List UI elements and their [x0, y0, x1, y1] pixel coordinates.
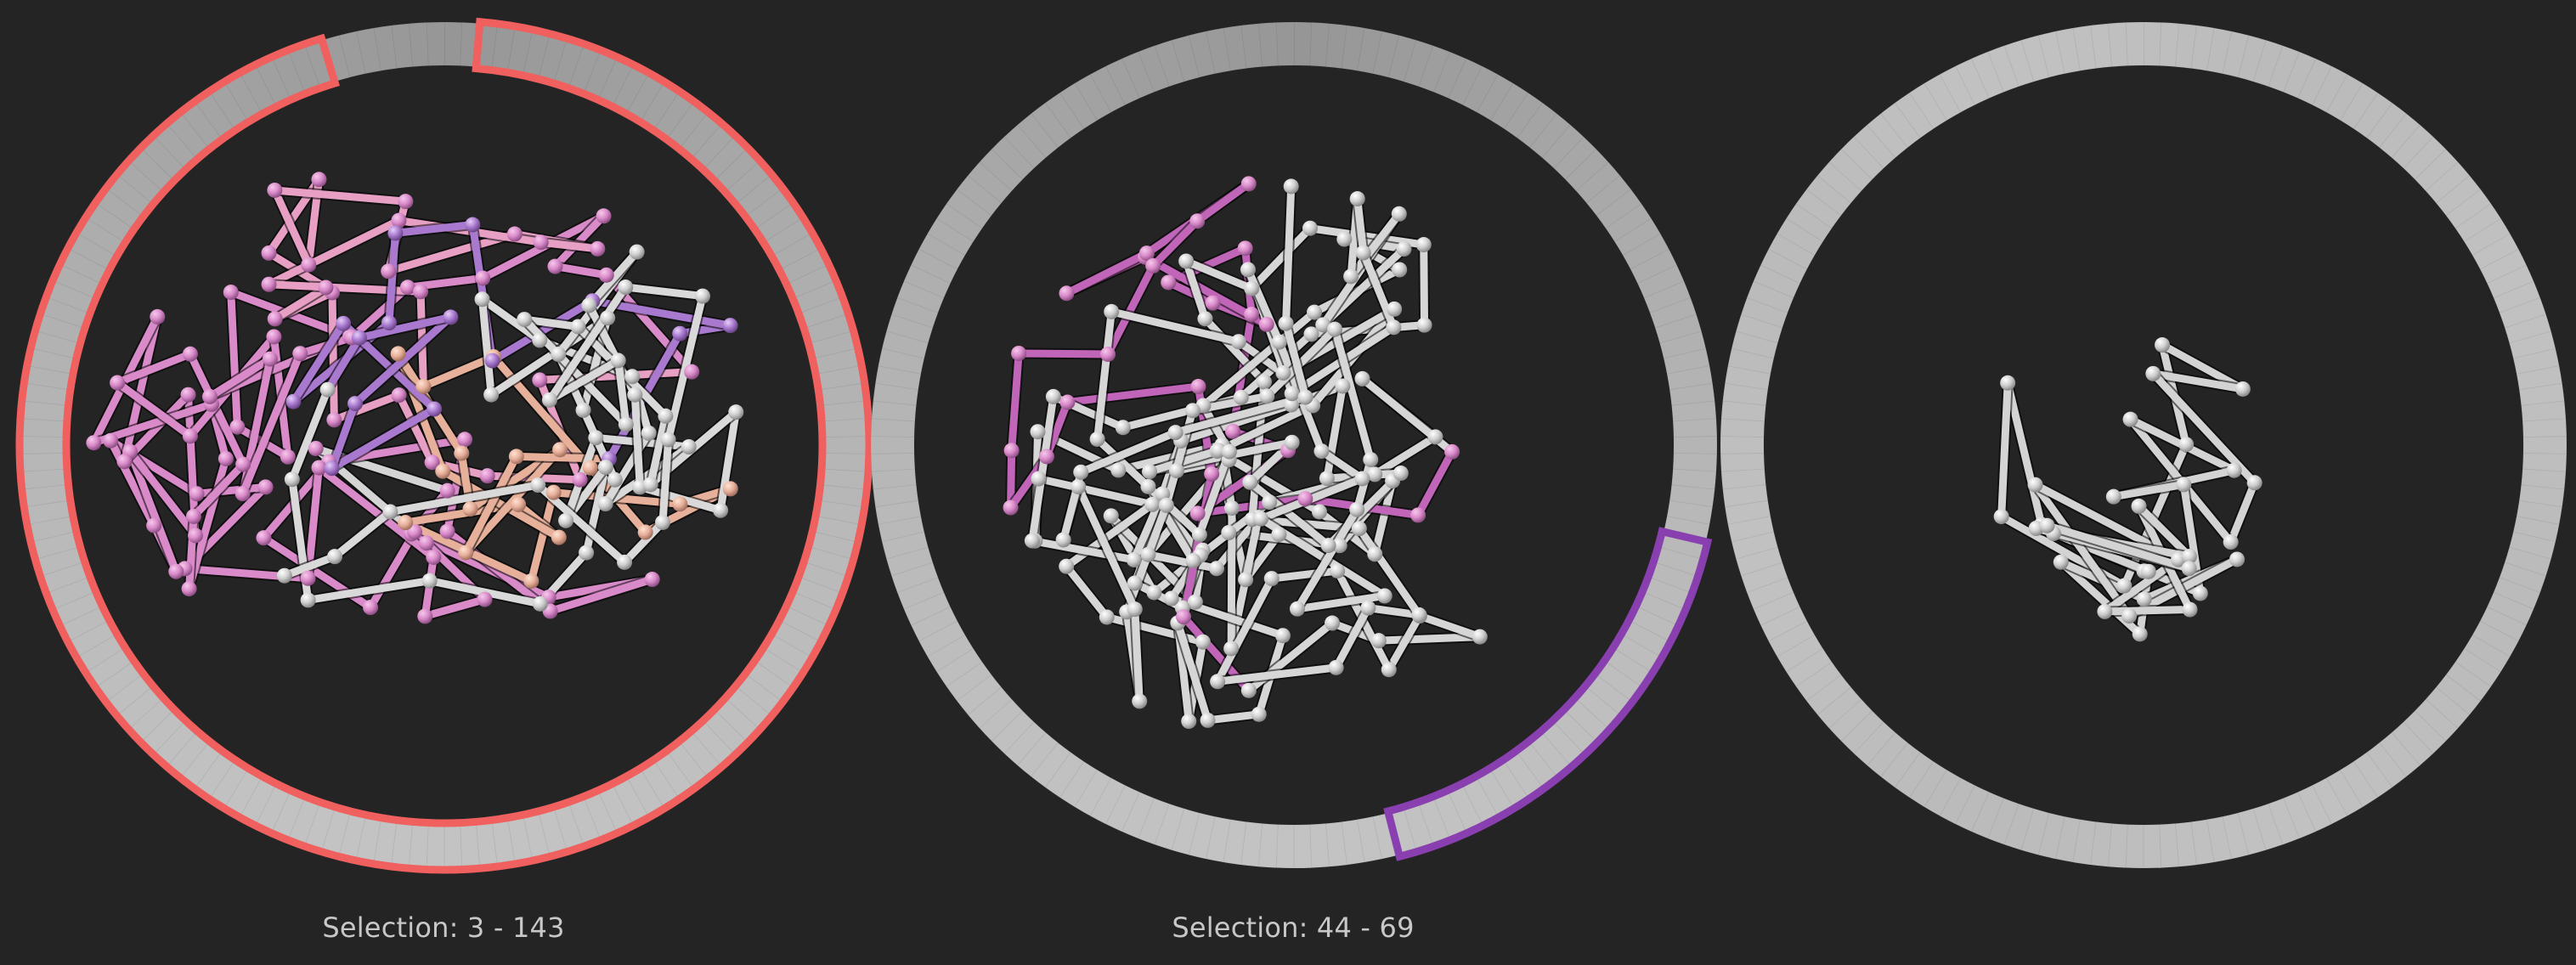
- molecule-structure-1[interactable]: [86, 172, 744, 624]
- molecule-structure-2[interactable]: [1003, 176, 1488, 730]
- molecule-structure-3[interactable]: [1993, 337, 2262, 642]
- sequence-ring-3[interactable]: [1720, 21, 2568, 869]
- selection-highlight-2[interactable]: [1383, 527, 1713, 861]
- selection-caption-2: Selection: 44 - 69: [1172, 911, 1415, 944]
- sequence-ring-2[interactable]: [870, 21, 1718, 869]
- view-3: [1720, 21, 2568, 869]
- view-1: [15, 17, 873, 874]
- selection-highlight-1[interactable]: [15, 17, 873, 874]
- view-2: [870, 21, 1718, 869]
- selection-caption-1: Selection: 3 - 143: [322, 911, 565, 944]
